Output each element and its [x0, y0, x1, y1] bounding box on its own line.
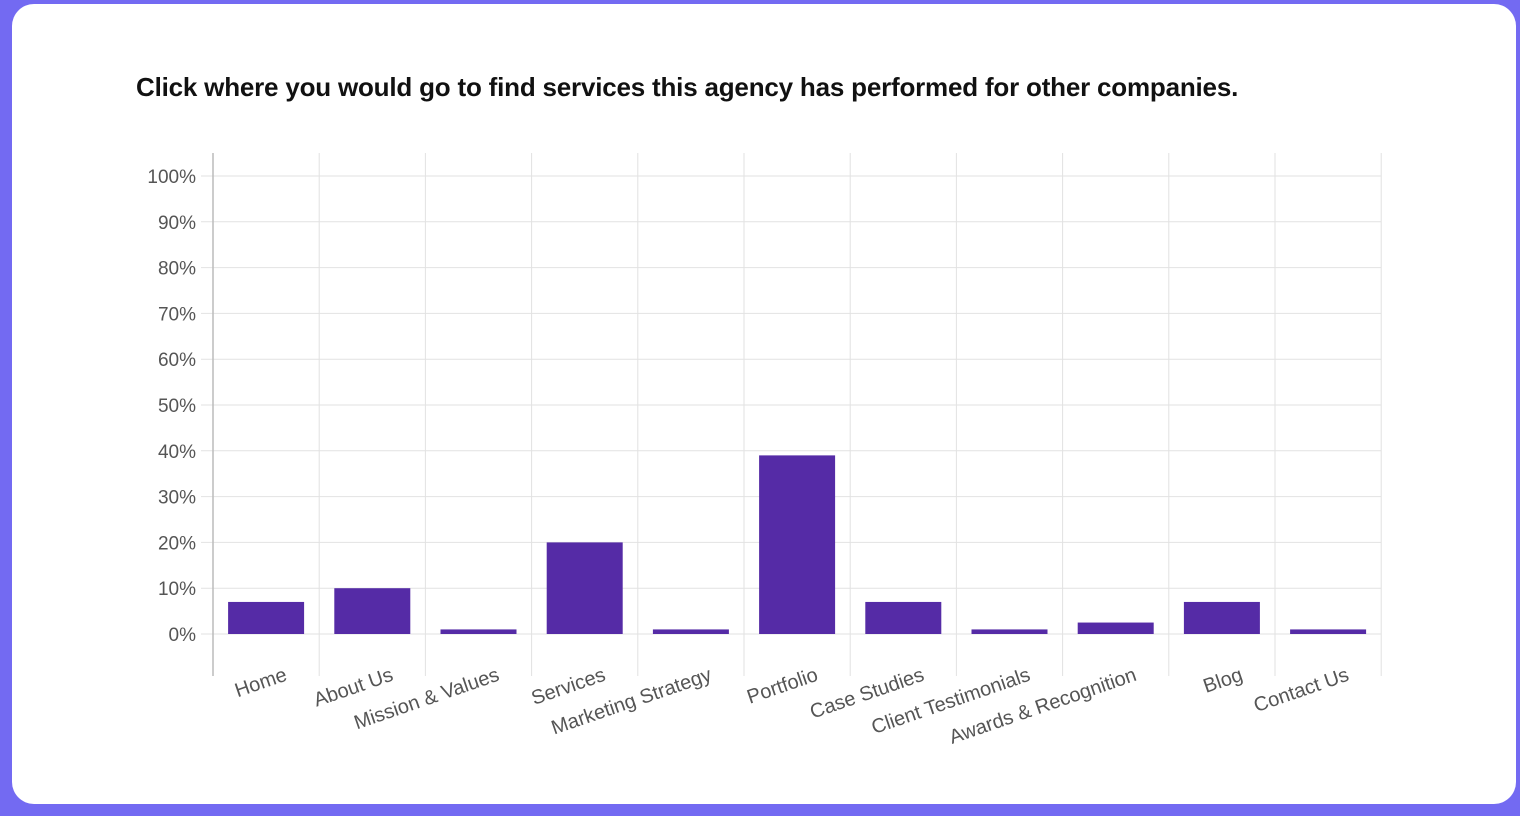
y-tick-label: 70%: [158, 304, 196, 325]
bars: [228, 455, 1367, 634]
bar[interactable]: [546, 542, 623, 634]
y-tick-label: 80%: [158, 259, 196, 280]
y-tick-label: 40%: [158, 442, 196, 463]
y-tick-label: 0%: [169, 625, 197, 646]
x-category-label: Awards & Recognition: [946, 664, 1139, 749]
bar[interactable]: [334, 588, 411, 634]
y-tick-label: 30%: [158, 488, 196, 509]
bar[interactable]: [971, 629, 1048, 634]
bar[interactable]: [865, 601, 942, 634]
y-tick-label: 100%: [147, 167, 196, 188]
chart-card: Click where you would go to find service…: [12, 4, 1516, 804]
bar[interactable]: [1077, 622, 1154, 634]
question-title: Click where you would go to find service…: [136, 72, 1239, 102]
y-tick-label: 20%: [158, 533, 196, 554]
bar[interactable]: [759, 455, 836, 634]
y-tick-label: 90%: [158, 213, 196, 234]
bar[interactable]: [1183, 601, 1260, 634]
bar[interactable]: [1290, 629, 1367, 634]
grid-lines: [201, 153, 1382, 676]
y-axis-ticks: 0% 10% 20% 30% 40% 50% 60% 70% 80% 90% 100%: [147, 167, 196, 646]
x-category-label: Contact Us: [1251, 664, 1352, 717]
x-category-label: Blog: [1201, 664, 1246, 698]
bar[interactable]: [440, 629, 517, 634]
x-category-label: Home: [232, 664, 290, 702]
bar[interactable]: [652, 629, 729, 634]
bar[interactable]: [228, 601, 305, 634]
bar-chart: 0% 10% 20% 30% 40% 50% 60% 70% 80% 90% 100% Home Ab…: [147, 153, 1382, 749]
y-tick-label: 60%: [158, 350, 196, 371]
y-tick-label: 10%: [158, 579, 196, 600]
y-tick-label: 50%: [158, 396, 196, 417]
